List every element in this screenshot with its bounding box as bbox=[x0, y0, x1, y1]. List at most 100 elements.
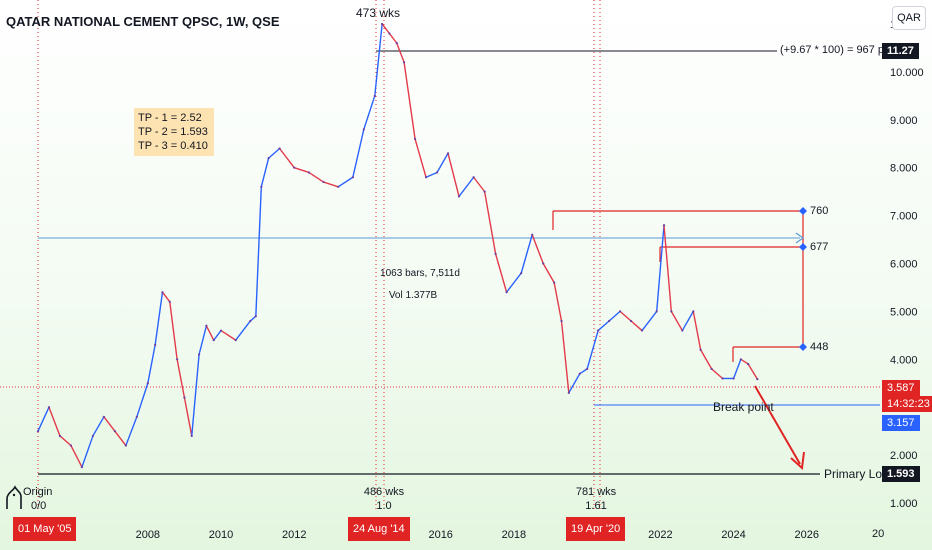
x-tick-label: 2026 bbox=[795, 529, 819, 541]
price-point bbox=[747, 362, 750, 366]
price-segment bbox=[506, 272, 522, 293]
price-point bbox=[80, 465, 84, 469]
price-segment bbox=[213, 330, 222, 341]
price-segment bbox=[279, 148, 295, 169]
price-point bbox=[47, 406, 51, 409]
price-point bbox=[278, 147, 281, 150]
price-point bbox=[446, 152, 450, 155]
price-point bbox=[721, 377, 724, 380]
price-segment bbox=[154, 292, 164, 346]
price-segment bbox=[732, 359, 742, 379]
price-segment bbox=[681, 311, 694, 331]
origin-label: Origin bbox=[23, 486, 53, 498]
price-point bbox=[494, 252, 497, 256]
price-point bbox=[413, 137, 417, 141]
wks-486-label: 486 wks bbox=[363, 486, 405, 498]
price-point bbox=[219, 329, 223, 332]
price-segment bbox=[381, 23, 390, 34]
x-tick-label: 2018 bbox=[502, 529, 526, 541]
price-segment bbox=[92, 416, 105, 437]
price-segment bbox=[125, 416, 138, 446]
price-point bbox=[520, 271, 523, 275]
price-point bbox=[168, 300, 171, 303]
fib-677-dot[interactable] bbox=[799, 243, 807, 251]
wks-781-sub-label: 1.61 bbox=[585, 500, 607, 512]
price-segment bbox=[70, 445, 83, 468]
price-segment bbox=[260, 157, 270, 188]
price-point bbox=[113, 430, 116, 433]
price-segment bbox=[494, 253, 508, 293]
price-segment bbox=[103, 416, 116, 432]
price-point bbox=[267, 156, 270, 160]
price-segment bbox=[183, 397, 193, 437]
price-segment bbox=[205, 325, 215, 341]
price-segment bbox=[403, 62, 416, 140]
price-point bbox=[597, 329, 600, 332]
price-segment bbox=[169, 301, 178, 360]
price-point bbox=[190, 434, 193, 438]
axis-ticks: 1.0002.0003.0004.0005.0006.0007.0008.000… bbox=[136, 19, 924, 541]
price-point bbox=[381, 22, 384, 26]
price-point bbox=[362, 128, 365, 131]
price-segment bbox=[414, 138, 427, 178]
price-segment bbox=[560, 320, 570, 393]
price-segment bbox=[308, 171, 324, 183]
currency-button[interactable]: QAR bbox=[892, 6, 926, 30]
price-point bbox=[161, 291, 164, 294]
price-segment bbox=[597, 320, 610, 332]
price-segment bbox=[619, 310, 632, 322]
price-point bbox=[505, 291, 508, 294]
price-point bbox=[662, 224, 666, 227]
price-label-current: 3.587 bbox=[882, 380, 920, 396]
y-tick-label: 1.000 bbox=[890, 498, 918, 510]
x-tick-label: 2012 bbox=[282, 529, 306, 541]
tradingview-logo-icon[interactable] bbox=[3, 483, 27, 511]
price-label-countdown: 14:32:23 bbox=[882, 396, 932, 412]
price-point bbox=[388, 32, 391, 35]
price-point bbox=[351, 176, 354, 179]
price-segment bbox=[655, 225, 665, 312]
x-tick-label: 2008 bbox=[136, 529, 160, 541]
date-tag-2005: 01 May '05 bbox=[13, 517, 77, 541]
x-tick-label: 2010 bbox=[209, 529, 233, 541]
price-point bbox=[629, 319, 633, 323]
price-point bbox=[483, 190, 486, 193]
price-point bbox=[307, 171, 311, 174]
price-segment bbox=[268, 147, 281, 159]
tp-box: TP - 1 = 2.52 TP - 2 = 1.593 TP - 3 = 0.… bbox=[134, 108, 214, 156]
price-segment bbox=[114, 430, 127, 446]
price-segment bbox=[670, 311, 683, 331]
price-segment bbox=[608, 310, 621, 322]
price-segment bbox=[363, 95, 376, 130]
price-segment bbox=[37, 406, 50, 432]
price-point bbox=[756, 377, 759, 381]
price-point bbox=[197, 353, 201, 356]
price-segment bbox=[294, 167, 310, 174]
y-tick-label: 7.000 bbox=[890, 211, 918, 223]
price-point bbox=[681, 329, 684, 332]
price-segment bbox=[747, 363, 758, 380]
price-label-top: 11.27 bbox=[882, 43, 919, 59]
price-segment bbox=[220, 329, 237, 341]
price-point bbox=[586, 367, 589, 370]
price-point bbox=[176, 358, 179, 361]
price-point bbox=[531, 233, 534, 236]
price-point bbox=[124, 444, 127, 447]
fib-448-dot[interactable] bbox=[799, 343, 807, 351]
date-tag-2014: 24 Aug '14 bbox=[348, 517, 410, 541]
price-point bbox=[395, 42, 398, 45]
price-point bbox=[607, 319, 611, 323]
price-point bbox=[692, 310, 695, 313]
origin-sub-label: 0/0 bbox=[31, 500, 47, 512]
price-series bbox=[36, 22, 759, 469]
price-segment bbox=[388, 33, 398, 44]
price-segment bbox=[542, 263, 555, 283]
price-point bbox=[373, 94, 376, 97]
price-segment bbox=[579, 368, 588, 375]
price-point bbox=[560, 319, 563, 323]
price-point bbox=[655, 310, 658, 313]
price-segment bbox=[396, 42, 405, 63]
fib-760-dot[interactable] bbox=[799, 207, 807, 215]
price-point bbox=[293, 166, 296, 169]
